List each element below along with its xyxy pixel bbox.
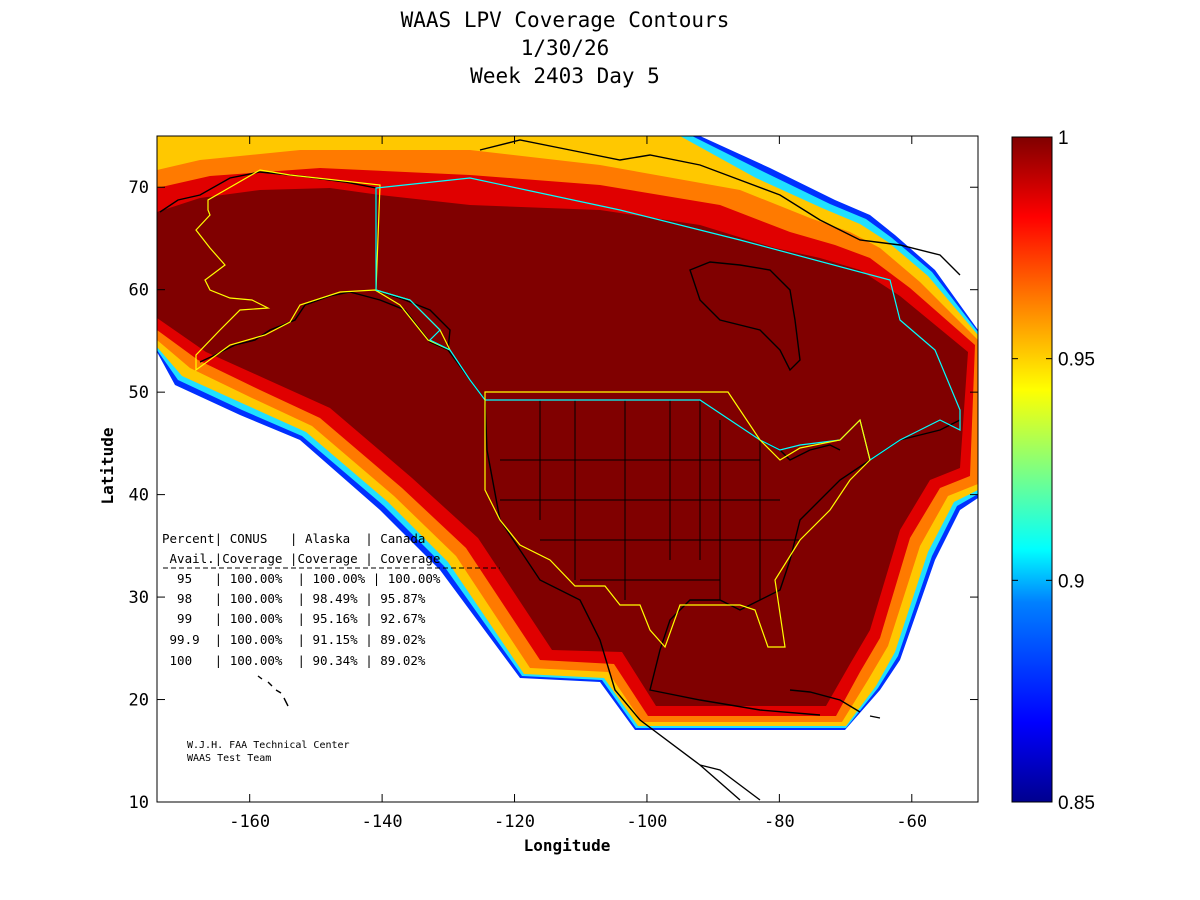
colorbar-tick-label: 0.85 xyxy=(1058,793,1095,814)
colorbar-tick-label: 0.95 xyxy=(1058,350,1095,371)
title-line-1: WAAS LPV Coverage Contours xyxy=(400,8,730,32)
credit-line-2: WAAS Test Team xyxy=(187,753,271,764)
y-tick-label: 20 xyxy=(129,691,149,711)
title-line-3: Week 2403 Day 5 xyxy=(470,64,660,88)
table-row: 99.9 | 100.00% | 91.15% | 89.02% xyxy=(162,632,426,647)
chart-title: WAAS LPV Coverage Contours 1/30/26 Week … xyxy=(0,6,1130,90)
table-row: 99 | 100.00% | 95.16% | 92.67% xyxy=(162,611,426,626)
colorbar-ticks: 1 0.95 0.9 0.85 xyxy=(1012,128,1095,814)
x-tick-label: -80 xyxy=(764,812,795,832)
hawaii xyxy=(257,675,289,707)
y-tick-label: 60 xyxy=(129,281,149,301)
credit-line-1: W.J.H. FAA Technical Center xyxy=(187,740,350,751)
hudson-bay xyxy=(689,261,801,372)
table-row: 98 | 100.00% | 98.49% | 95.87% xyxy=(162,591,426,606)
conus-outline xyxy=(484,391,871,649)
x-tick-label: -120 xyxy=(494,812,535,832)
region-outlines xyxy=(195,169,961,649)
colorbar-tick-label: 0.9 xyxy=(1058,571,1084,592)
title-line-2: 1/30/26 xyxy=(520,36,610,60)
contour-dark-red xyxy=(157,188,968,706)
state-lines xyxy=(500,400,800,600)
table-row: 100 | 100.00% | 90.34% | 89.02% xyxy=(162,653,426,668)
cuba-caribbean xyxy=(789,689,881,719)
central-america xyxy=(699,764,761,801)
x-tick-label: -60 xyxy=(896,812,927,832)
y-tick-label: 70 xyxy=(129,178,149,198)
y-tick-label: 50 xyxy=(129,383,149,403)
plot-frame xyxy=(156,135,979,803)
y-tick-label: 30 xyxy=(129,588,149,608)
coverage-contours xyxy=(157,136,978,730)
colorbar-tick-label: 1 xyxy=(1058,128,1069,149)
arctic-islands xyxy=(479,139,961,276)
y-tick-label: 40 xyxy=(129,486,149,506)
table-row: 95 | 100.00% | 100.00% | 100.00% xyxy=(162,571,441,586)
y-axis-label: Latitude xyxy=(98,427,117,504)
coverage-table: Percent| CONUS | Alaska | Canada Avail.|… xyxy=(162,531,500,668)
table-header-2: Avail.|Coverage |Coverage | Coverage xyxy=(162,551,440,566)
x-tick-label: -100 xyxy=(626,812,667,832)
x-axis: -160 -140 -120 -100 -80 -60 xyxy=(229,136,927,832)
x-tick-label: -140 xyxy=(362,812,403,832)
y-axis: 10 20 30 40 50 60 70 xyxy=(129,178,978,813)
table-header-1: Percent| CONUS | Alaska | Canada xyxy=(162,531,425,546)
x-axis-label: Longitude xyxy=(524,836,611,855)
colorbar xyxy=(1011,136,1053,803)
x-tick-label: -160 xyxy=(229,812,270,832)
y-tick-label: 10 xyxy=(129,793,149,813)
